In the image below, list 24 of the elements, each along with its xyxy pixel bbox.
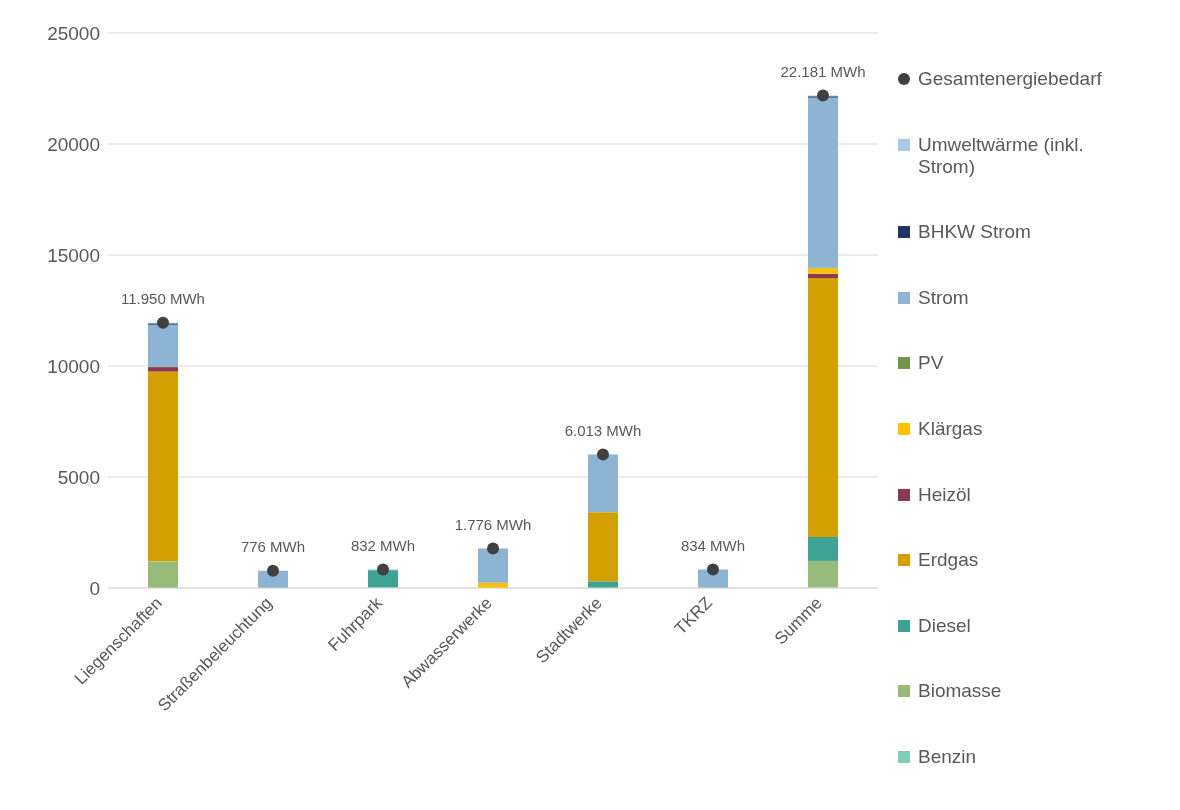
legend-label: Gesamtenergiebedarf	[918, 68, 1103, 90]
y-tick-label: 0	[89, 577, 100, 599]
data-label: 11.950 MWh	[121, 290, 205, 308]
legend-label: Erdgas	[918, 549, 980, 572]
legend-label: Umweltwärme (inkl. Strom)	[918, 133, 1085, 178]
legend-label: BHKW Strom	[918, 221, 1032, 244]
y-tick-label: 5000	[57, 466, 100, 488]
y-tick-label: 10000	[47, 355, 100, 377]
data-label: 834 MWh	[680, 536, 746, 554]
y-tick-label: 20000	[47, 133, 100, 155]
y-tick-label: 25000	[47, 22, 100, 44]
y-tick-label: 15000	[47, 244, 100, 266]
legend-label: Diesel	[918, 614, 972, 637]
data-label: 776 MWh	[240, 538, 306, 556]
legend-label: Strom	[918, 286, 970, 309]
legend-label: Klärgas	[918, 417, 984, 440]
data-label: 22.181 MWh	[780, 63, 866, 81]
legend-label: PV	[918, 352, 945, 375]
legend-label: Benzin	[918, 745, 978, 768]
legend-label: Heizöl	[918, 483, 972, 506]
legend-label: Biomasse	[918, 680, 1003, 703]
data-label: 6.013 MWh	[564, 422, 642, 439]
data-label: 832 MWh	[350, 537, 416, 555]
data-label: 1.776 MWh	[454, 516, 532, 534]
